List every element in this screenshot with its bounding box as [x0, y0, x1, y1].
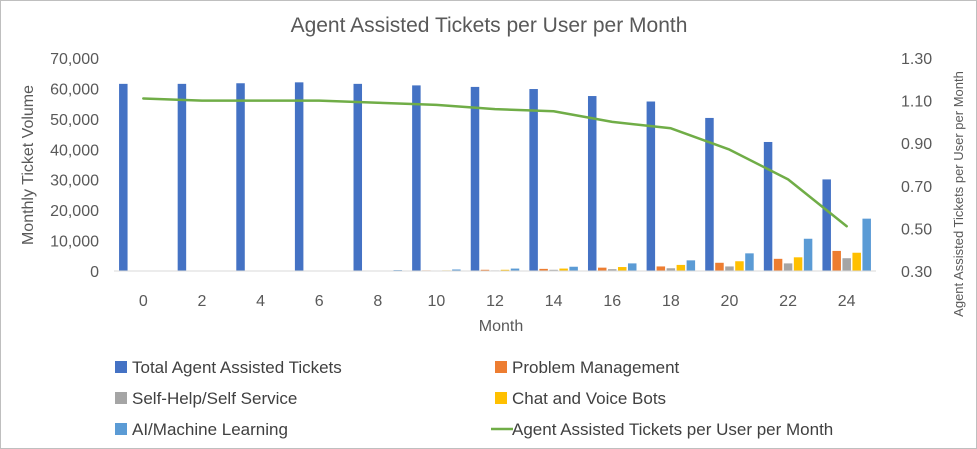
y-tick-label: 0 [90, 264, 99, 281]
legend-item-ai-machine-learning: AI/Machine Learning [115, 420, 288, 439]
bar-self-help-self-service-14 [549, 269, 558, 271]
y-tick-label: 20,000 [50, 203, 99, 220]
y-tick-label: 70,000 [50, 51, 99, 68]
bar-ai-machine-learning-18 [686, 260, 696, 271]
bar-total-agent-assisted-tickets-2 [177, 83, 187, 271]
y-axis-right-title: Agent Assisted Tickets per User per Mont… [951, 71, 966, 317]
y-tick-label: 30,000 [50, 173, 99, 190]
bar-problem-management-16 [597, 267, 607, 271]
legend-swatch [495, 392, 507, 404]
x-tick-label: 0 [139, 293, 148, 310]
bar-total-agent-assisted-tickets-18 [646, 101, 656, 271]
legend-item-chat-and-voice-bots: Chat and Voice Bots [495, 389, 666, 408]
bar-self-help-self-service-24 [842, 258, 851, 271]
bar-problem-management-22 [773, 258, 783, 271]
bar-ai-machine-learning-10 [452, 269, 461, 271]
bar-total-agent-assisted-tickets-22 [763, 141, 773, 271]
legend-swatch [115, 361, 127, 373]
x-tick-label: 22 [779, 293, 797, 310]
legend-item-problem-management: Problem Management [495, 358, 680, 377]
bar-ai-machine-learning-24 [862, 218, 871, 271]
x-tick-label: 4 [256, 293, 265, 310]
bar-chat-and-voice-bots-18 [676, 264, 686, 271]
legend-label: AI/Machine Learning [132, 420, 288, 439]
x-tick-label: 12 [486, 293, 504, 310]
x-tick-label: 16 [603, 293, 621, 310]
axes: 0 2 4 6 8 10 12 14 16 18 20 22 24010,00020,00030,000… [50, 51, 932, 310]
bar-chat-and-voice-bots-20 [735, 261, 744, 271]
x-tick-label: 14 [545, 293, 563, 310]
legend-label: Problem Management [512, 358, 680, 377]
bar-self-help-self-service-22 [783, 263, 793, 271]
x-tick-label: 18 [662, 293, 680, 310]
legend-label: Chat and Voice Bots [512, 389, 666, 408]
bar-total-agent-assisted-tickets-24 [822, 179, 831, 271]
y-right-tick-label: 0.30 [901, 264, 932, 281]
x-axis-title: Month [479, 318, 523, 335]
bar-chat-and-voice-bots-24 [852, 252, 861, 271]
chart-title: Agent Assisted Tickets per User per Mont… [291, 14, 688, 37]
x-tick-label: 8 [373, 293, 382, 310]
x-tick-label: 2 [197, 293, 206, 310]
legend-label: Agent Assisted Tickets per User per Mont… [512, 420, 833, 439]
bar-chat-and-voice-bots-22 [793, 257, 803, 271]
y-axis-title: Monthly Ticket Volume [20, 85, 37, 245]
bar-problem-management-18 [656, 266, 666, 271]
x-tick-label: 20 [721, 293, 739, 310]
legend-label: Total Agent Assisted Tickets [132, 358, 342, 377]
series-line-agent-assisted-per-user [142, 97, 848, 228]
bar-chat-and-voice-bots-16 [617, 267, 627, 271]
bar-problem-management-14 [539, 268, 548, 271]
legend-swatch [495, 361, 507, 373]
legend-item-self-help-self-service: Self-Help/Self Service [115, 389, 297, 408]
bar-total-agent-assisted-tickets-4 [236, 83, 245, 271]
bar-problem-management-20 [715, 262, 724, 271]
bar-ai-machine-learning-22 [803, 238, 813, 271]
legend-item-agent-assisted-tickets-per-user-per-month: Agent Assisted Tickets per User per Mont… [491, 420, 833, 439]
y-tick-label: 60,000 [50, 81, 99, 98]
x-tick-label: 10 [427, 293, 445, 310]
legend: Total Agent Assisted Tickets Problem Mana… [115, 358, 833, 439]
bar-total-agent-assisted-tickets-10 [412, 85, 421, 271]
x-tick-label: 6 [315, 293, 324, 310]
y-tick-label: 40,000 [50, 142, 99, 159]
bar-total-agent-assisted-tickets-16 [587, 96, 597, 271]
bar-chat-and-voice-bots-14 [559, 268, 568, 271]
y-tick-label: 50,000 [50, 112, 99, 129]
y-right-tick-label: 0.50 [901, 221, 932, 238]
bar-ai-machine-learning-20 [745, 253, 754, 271]
bar-total-agent-assisted-tickets-12 [470, 86, 480, 271]
bar-self-help-self-service-20 [725, 266, 734, 271]
bar-problem-management-12 [480, 269, 490, 271]
bar-ai-machine-learning-14 [569, 266, 578, 271]
y-right-tick-label: 0.70 [901, 179, 932, 196]
y-right-tick-label: 1.30 [901, 51, 932, 68]
bar-problem-management-24 [832, 250, 841, 271]
bar-total-agent-assisted-tickets-14 [529, 89, 538, 271]
plot-area [119, 82, 871, 271]
bar-total-agent-assisted-tickets-6 [294, 82, 304, 271]
x-tick-label: 24 [838, 293, 856, 310]
legend-swatch [115, 423, 127, 435]
legend-item-total-agent-assisted-tickets: Total Agent Assisted Tickets [115, 358, 342, 377]
legend-swatch [115, 392, 127, 404]
bar-self-help-self-service-16 [607, 269, 617, 271]
bar-ai-machine-learning-12 [510, 268, 520, 271]
bar-total-agent-assisted-tickets-20 [705, 117, 714, 271]
legend-label: Self-Help/Self Service [132, 389, 297, 408]
bar-total-agent-assisted-tickets-0 [119, 83, 128, 271]
y-right-tick-label: 0.90 [901, 136, 932, 153]
bar-total-agent-assisted-tickets-8 [353, 83, 363, 271]
bar-self-help-self-service-18 [666, 268, 676, 271]
bar-ai-machine-learning-16 [627, 263, 637, 271]
y-right-tick-label: 1.10 [901, 94, 932, 111]
y-tick-label: 10,000 [50, 234, 99, 251]
bar-chat-and-voice-bots-12 [500, 269, 510, 271]
